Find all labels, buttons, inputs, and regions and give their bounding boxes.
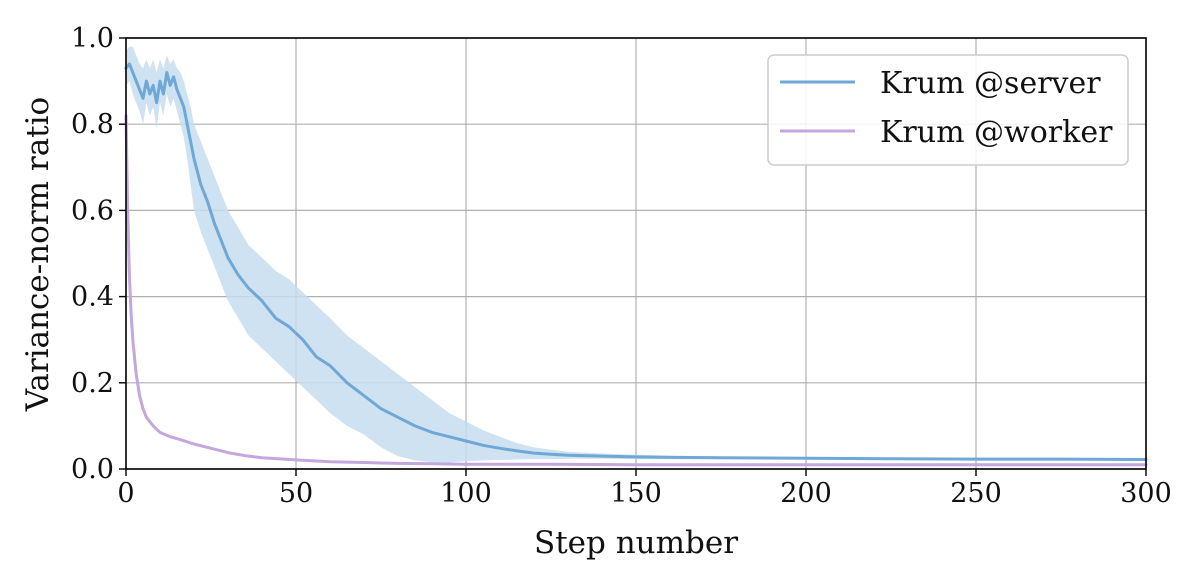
legend-label-server: Krum @server [880,66,1101,101]
y-axis-label: Variance-norm ratio [20,97,56,412]
y-tick-label-1: 0.2 [71,368,114,399]
x-tick-label-3: 150 [610,478,662,509]
x-tick-label-4: 200 [780,478,832,509]
legend-label-worker: Krum @worker [880,115,1113,150]
line-series-1 [124,114,1148,467]
x-tick-label-2: 100 [440,478,492,509]
legend: Krum @server Krum @worker [767,54,1129,166]
y-tick-label-2: 0.4 [71,282,114,313]
y-tick-label-0: 0.0 [71,454,114,485]
x-tick-label-6: 300 [1120,478,1172,509]
series-lines [124,62,1148,467]
x-tick-label-5: 250 [950,478,1002,509]
y-tick-label-4: 0.8 [71,109,114,140]
x-tick-label-0: 0 [117,478,134,509]
line-series-0 [124,62,1148,461]
x-axis-label: Step number [534,525,738,561]
legend-box [767,54,1129,166]
y-tick-label-3: 0.6 [71,195,114,226]
y-tick-label-5: 1.0 [71,23,114,54]
y-axis-ticks: 0.0 0.2 0.4 0.6 0.8 1.0 [71,23,126,485]
x-tick-label-1: 50 [279,478,313,509]
x-axis-ticks: 0 50 100 150 200 250 300 [117,469,1172,509]
